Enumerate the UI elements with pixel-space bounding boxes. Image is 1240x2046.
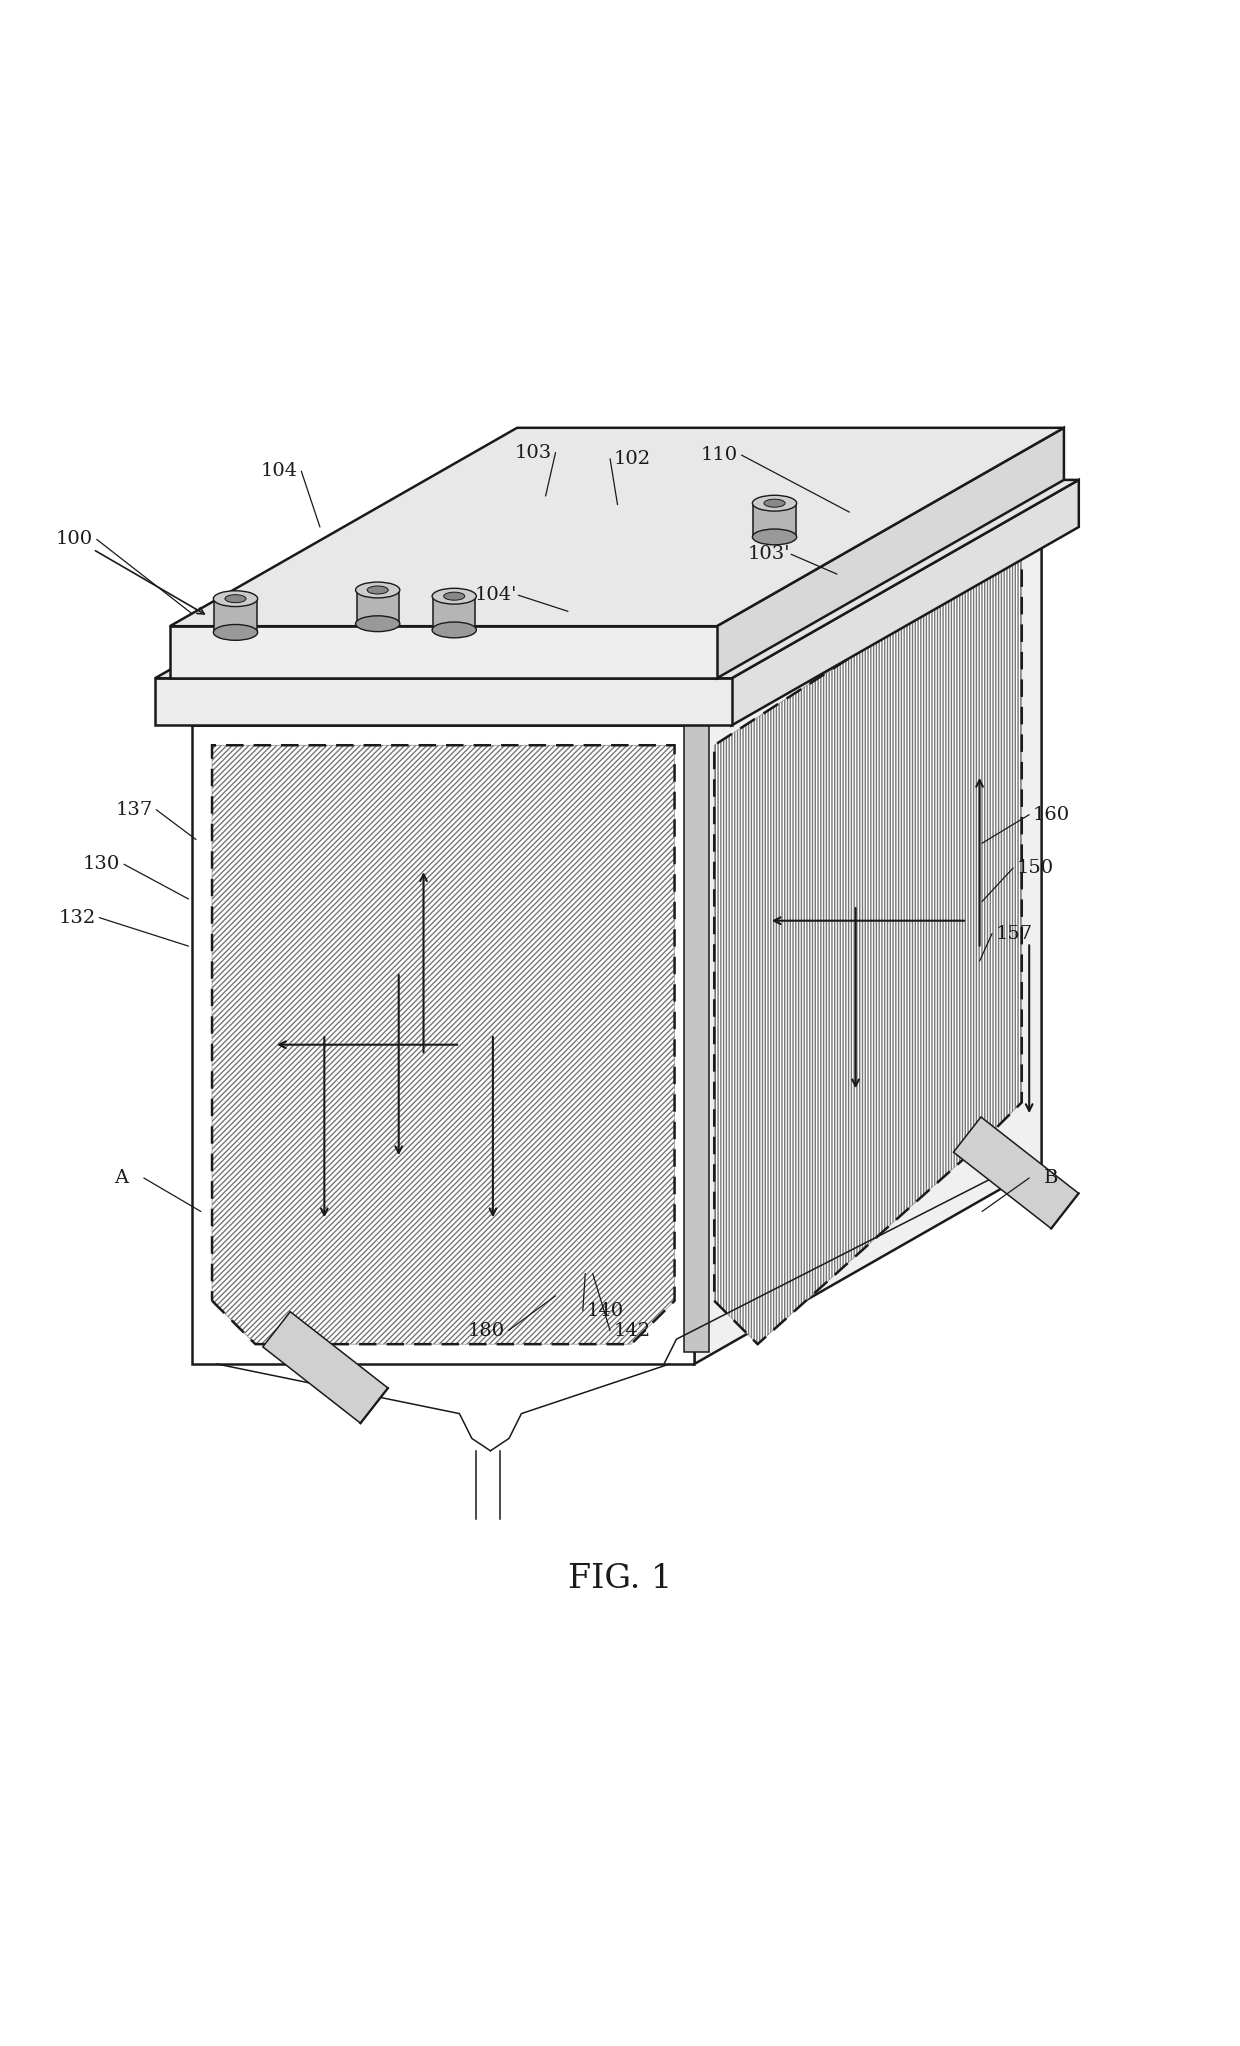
Text: B: B xyxy=(1044,1168,1059,1187)
Text: 150: 150 xyxy=(1017,859,1054,878)
Polygon shape xyxy=(357,589,399,624)
Ellipse shape xyxy=(432,622,476,638)
Text: 104': 104' xyxy=(475,587,517,604)
Ellipse shape xyxy=(753,495,796,512)
Ellipse shape xyxy=(764,499,785,507)
Ellipse shape xyxy=(356,616,399,632)
Polygon shape xyxy=(192,726,694,1365)
Text: 130: 130 xyxy=(83,855,120,874)
Ellipse shape xyxy=(444,591,465,599)
Polygon shape xyxy=(215,599,257,632)
Polygon shape xyxy=(170,428,1064,626)
Polygon shape xyxy=(170,626,717,679)
Polygon shape xyxy=(433,595,475,630)
Text: 140: 140 xyxy=(587,1301,624,1320)
Polygon shape xyxy=(694,528,1042,1365)
Polygon shape xyxy=(954,1117,1079,1228)
Polygon shape xyxy=(212,745,675,1344)
Ellipse shape xyxy=(356,581,399,597)
Text: 142: 142 xyxy=(614,1322,651,1340)
Polygon shape xyxy=(192,528,1042,726)
Text: 103': 103' xyxy=(748,546,790,563)
Ellipse shape xyxy=(753,530,796,544)
Polygon shape xyxy=(754,503,796,536)
Polygon shape xyxy=(717,428,1064,679)
Text: A: A xyxy=(114,1168,129,1187)
Polygon shape xyxy=(155,679,732,726)
Polygon shape xyxy=(732,481,1079,726)
Polygon shape xyxy=(155,481,1079,679)
Polygon shape xyxy=(263,1311,388,1424)
Text: FIG. 1: FIG. 1 xyxy=(568,1563,672,1594)
Ellipse shape xyxy=(367,585,388,593)
Text: 160: 160 xyxy=(1033,806,1070,825)
Polygon shape xyxy=(684,675,796,726)
Text: 180: 180 xyxy=(467,1322,505,1340)
Ellipse shape xyxy=(432,589,476,604)
Ellipse shape xyxy=(213,591,258,606)
Text: 100: 100 xyxy=(56,530,93,548)
Text: 157: 157 xyxy=(996,925,1033,943)
Polygon shape xyxy=(714,546,1022,1344)
Text: 102: 102 xyxy=(614,450,651,469)
Text: 110: 110 xyxy=(701,446,738,464)
Ellipse shape xyxy=(224,595,246,604)
Text: 132: 132 xyxy=(58,908,95,927)
Text: 103: 103 xyxy=(515,444,552,462)
Text: 137: 137 xyxy=(115,800,153,818)
Text: 104: 104 xyxy=(260,462,298,481)
Ellipse shape xyxy=(213,624,258,640)
Polygon shape xyxy=(684,726,709,1352)
